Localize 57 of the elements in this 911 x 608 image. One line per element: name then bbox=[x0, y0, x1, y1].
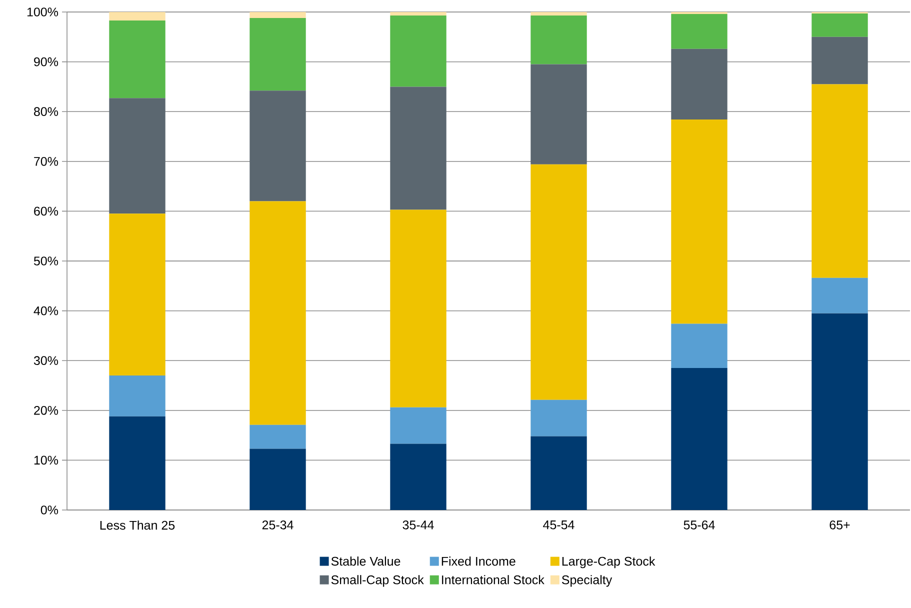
y-tick-label: 20% bbox=[34, 406, 58, 415]
bar bbox=[109, 376, 166, 416]
bar bbox=[109, 416, 166, 510]
bar bbox=[671, 14, 728, 49]
bar bbox=[109, 214, 166, 376]
bar bbox=[250, 18, 306, 91]
bar bbox=[390, 15, 446, 87]
x-tick-label: 25-34 bbox=[262, 520, 294, 530]
bar bbox=[812, 278, 868, 314]
x-tick-label: 45-54 bbox=[543, 520, 574, 530]
bar bbox=[250, 201, 306, 425]
bar bbox=[671, 120, 728, 324]
bar bbox=[390, 407, 446, 444]
bar bbox=[250, 424, 306, 449]
bar bbox=[250, 448, 306, 510]
bar bbox=[109, 98, 166, 214]
bar bbox=[530, 436, 587, 510]
legend-label: Fixed Income bbox=[442, 556, 516, 566]
bar bbox=[812, 84, 868, 278]
bar bbox=[671, 368, 728, 510]
legend-label: International Stock bbox=[442, 575, 544, 584]
bar bbox=[390, 12, 446, 16]
y-tick-label: 60% bbox=[34, 206, 58, 216]
bar bbox=[671, 48, 728, 120]
bar bbox=[530, 400, 587, 436]
legend-label: Stable Value bbox=[331, 556, 400, 566]
bar bbox=[530, 164, 587, 400]
x-tick-label: 65+ bbox=[830, 520, 850, 530]
bar bbox=[671, 324, 728, 368]
y-tick-label: 80% bbox=[34, 107, 58, 116]
bar bbox=[530, 15, 587, 64]
y-tick-label: 10% bbox=[34, 456, 58, 465]
bar bbox=[390, 444, 446, 510]
bar bbox=[390, 210, 446, 408]
bar bbox=[812, 13, 868, 37]
bar bbox=[109, 20, 166, 98]
bar bbox=[250, 12, 306, 18]
bar bbox=[250, 90, 306, 202]
legend-label: Large-Cap Stock bbox=[562, 556, 656, 568]
x-tick-label: 35-44 bbox=[402, 520, 434, 530]
y-tick-label: 50% bbox=[34, 256, 58, 266]
bar bbox=[109, 12, 166, 20]
bar bbox=[530, 64, 587, 164]
y-tick-label: 30% bbox=[34, 356, 58, 366]
y-tick-label: 100% bbox=[27, 8, 58, 16]
bar bbox=[812, 36, 868, 84]
y-tick-label: 70% bbox=[34, 156, 58, 166]
legend-label: Small-Cap Stock bbox=[331, 575, 424, 587]
x-tick-label: 55-64 bbox=[684, 520, 715, 530]
bar bbox=[530, 12, 587, 16]
bar bbox=[812, 313, 868, 510]
y-tick-label: 0% bbox=[40, 506, 58, 514]
legend-label: Specialty bbox=[562, 575, 612, 587]
x-tick-label: Less Than 25 bbox=[100, 520, 175, 530]
y-tick-label: 40% bbox=[34, 306, 58, 316]
bar bbox=[390, 86, 446, 210]
y-tick-label: 90% bbox=[34, 57, 58, 66]
